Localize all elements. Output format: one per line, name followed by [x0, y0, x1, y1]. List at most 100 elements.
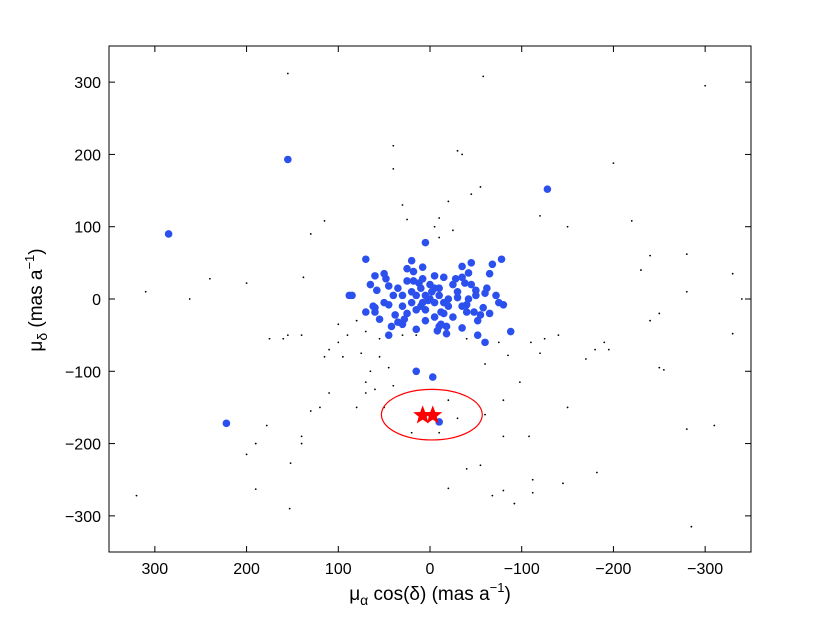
blue-point	[428, 373, 437, 381]
black-point	[465, 467, 468, 470]
black-point	[607, 348, 610, 351]
y-axis-title-sub: δ	[34, 333, 50, 341]
blue-point	[400, 315, 409, 324]
black-point	[507, 354, 509, 357]
blue-point	[430, 313, 439, 321]
black-point	[364, 330, 367, 333]
black-point	[328, 392, 331, 394]
black-point	[254, 488, 257, 491]
blue-point	[464, 269, 473, 277]
blue-point	[506, 327, 515, 336]
black-point	[461, 153, 463, 156]
black-point	[685, 253, 688, 256]
black-point	[364, 381, 367, 384]
blue-point	[461, 279, 469, 287]
blue-point	[479, 303, 487, 312]
x-axis-title-sub: α	[360, 592, 368, 608]
y-axis-title-sup: −1	[22, 255, 37, 270]
black-point	[300, 435, 303, 438]
blue-point	[433, 327, 442, 335]
black-point	[704, 84, 707, 87]
black-point	[456, 149, 459, 152]
blue-point	[387, 322, 396, 331]
x-tick-label: 0	[426, 561, 435, 578]
black-point	[685, 428, 688, 431]
y-tick-label: −200	[65, 437, 101, 454]
blue-point	[389, 291, 398, 300]
blue-point	[403, 277, 411, 285]
black-point	[491, 494, 494, 497]
x-tick-label: 100	[325, 561, 352, 578]
black-point	[341, 355, 344, 358]
blue-point	[449, 280, 457, 289]
blue-point	[435, 291, 443, 300]
black-point	[662, 368, 665, 371]
blue-point	[470, 308, 478, 316]
black-point	[360, 352, 363, 355]
blue-point	[467, 280, 476, 289]
red-star	[423, 405, 443, 424]
blue-point	[398, 291, 407, 300]
black-point	[470, 193, 473, 196]
black-point	[369, 370, 372, 373]
black-point	[603, 341, 606, 344]
blue-point	[418, 263, 427, 271]
black-point	[543, 337, 546, 340]
blue-point	[464, 295, 473, 303]
blue-point	[444, 302, 453, 311]
blue-point	[398, 302, 407, 311]
blue-point	[421, 306, 430, 314]
blue-point	[472, 286, 480, 295]
black-point	[392, 167, 395, 170]
blue-point	[394, 318, 402, 326]
black-point	[254, 442, 257, 445]
black-point	[482, 75, 485, 78]
blue-point	[430, 272, 439, 280]
black-point	[456, 417, 459, 420]
red-star	[413, 405, 433, 424]
black-point	[355, 406, 358, 409]
y-tick-label: 300	[74, 75, 101, 92]
x-axis-title-rest: cos(δ) (mas a	[368, 584, 490, 605]
blue-point	[467, 259, 476, 267]
y-axis-title-main: μ	[26, 341, 47, 352]
axis-ticks	[109, 46, 751, 552]
blue-point	[362, 308, 370, 316]
blue-point	[453, 287, 462, 296]
blue-point	[458, 324, 466, 332]
black-point	[392, 144, 395, 147]
black-point	[640, 269, 642, 271]
black-point	[465, 337, 468, 340]
blue-point	[458, 273, 466, 282]
y-axis-title-end: )	[26, 248, 47, 254]
blue-point	[371, 308, 379, 316]
black-point	[415, 334, 418, 337]
blue-point	[453, 293, 462, 302]
y-axis-title: μδ (mas a−1)	[22, 248, 50, 351]
black-point	[447, 487, 450, 490]
black-point	[630, 220, 633, 222]
blue-point	[373, 286, 381, 295]
black-point	[289, 462, 292, 464]
black-point	[658, 312, 661, 315]
black-point	[265, 424, 268, 427]
black-point	[528, 435, 530, 438]
blue-point	[485, 309, 494, 318]
black-point	[144, 290, 147, 293]
black-point	[410, 431, 413, 434]
blue-point	[391, 311, 399, 319]
black-point	[438, 217, 441, 219]
blue-point	[412, 367, 421, 376]
blue-point	[403, 309, 411, 318]
blue-point	[442, 322, 451, 331]
blue-point	[369, 302, 377, 311]
blue-point	[499, 300, 508, 309]
blue-point	[384, 331, 393, 339]
black-point	[539, 214, 541, 217]
black-point	[378, 355, 381, 358]
black-point	[401, 334, 404, 337]
black-point	[374, 388, 376, 391]
blue-point	[371, 272, 379, 280]
blue-point	[407, 256, 416, 265]
x-tick-label: 200	[233, 561, 260, 578]
